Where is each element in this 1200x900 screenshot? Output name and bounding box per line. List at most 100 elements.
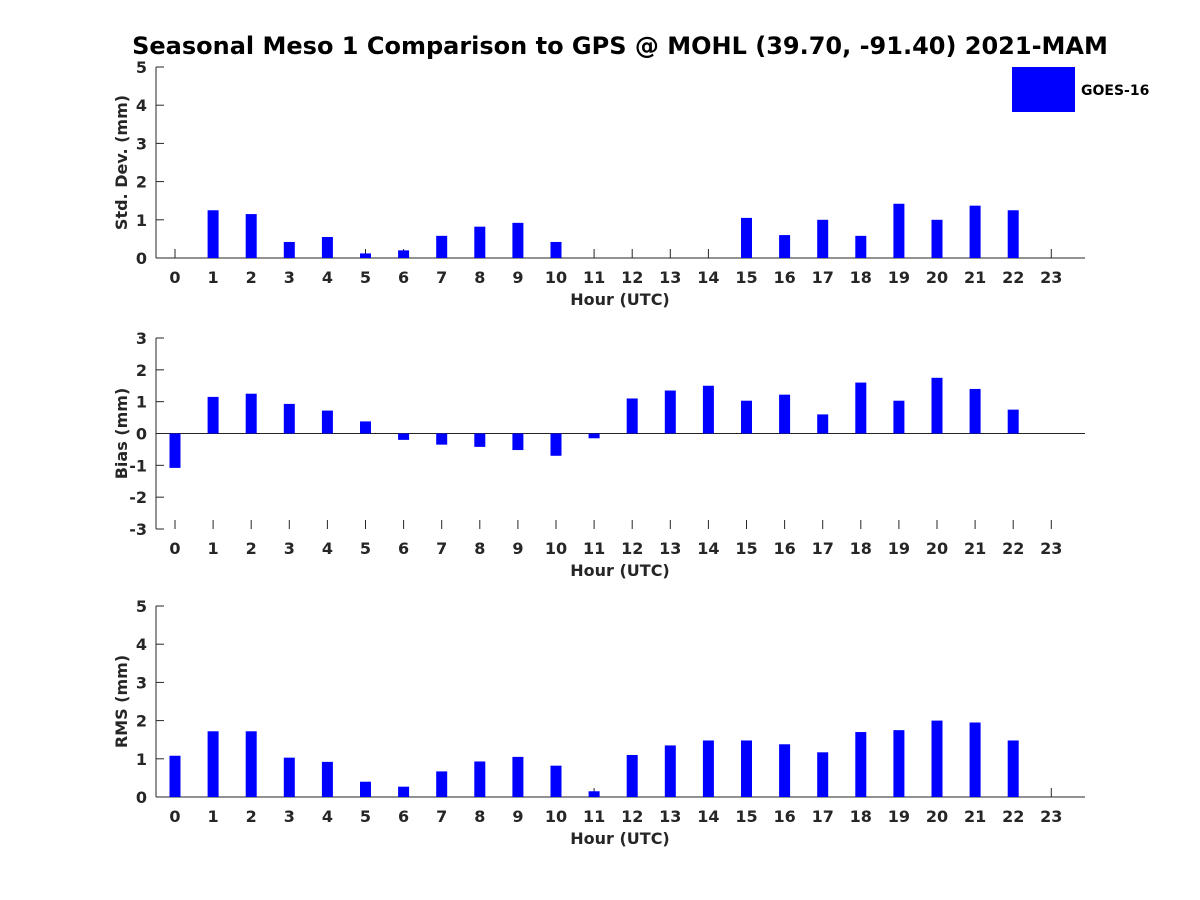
rms-bar-hour-20 bbox=[931, 720, 943, 797]
std-dev-bar-hour-9 bbox=[512, 222, 524, 258]
bias-bar-hour-16 bbox=[779, 394, 791, 434]
rms-x-tick-label: 3 bbox=[284, 807, 295, 826]
bias-y-tick-label: -1 bbox=[129, 456, 147, 475]
bias-x-tick-label: 16 bbox=[773, 539, 795, 558]
rms-bar-hour-1 bbox=[207, 731, 219, 797]
rms-bar-hour-3 bbox=[283, 757, 295, 797]
bias-y-tick-label: -2 bbox=[129, 488, 147, 507]
std-dev-y-tick-label: 1 bbox=[136, 211, 147, 230]
rms-x-tick-label: 9 bbox=[512, 807, 523, 826]
std-dev-bar-hour-18 bbox=[855, 235, 867, 258]
rms-x-tick-label: 7 bbox=[436, 807, 447, 826]
std-dev-x-tick-label: 10 bbox=[545, 268, 567, 287]
bias-x-tick-label: 2 bbox=[246, 539, 257, 558]
rms-bar-hour-19 bbox=[893, 730, 905, 797]
bias-y-tick-label: -3 bbox=[129, 520, 147, 539]
rms-bar-hour-22 bbox=[1007, 740, 1019, 797]
bias-bar-hour-6 bbox=[398, 433, 410, 440]
rms-bar-hour-4 bbox=[321, 761, 333, 797]
rms-x-label: Hour (UTC) bbox=[570, 829, 670, 848]
bias-x-tick-label: 5 bbox=[360, 539, 371, 558]
std-dev-bar-hour-16 bbox=[779, 235, 791, 258]
std-dev-x-label: Hour (UTC) bbox=[570, 290, 670, 309]
std-dev-x-tick-label: 18 bbox=[850, 268, 872, 287]
rms-x-tick-label: 23 bbox=[1040, 807, 1062, 826]
bias-x-tick-label: 21 bbox=[964, 539, 986, 558]
rms-y-tick-label: 1 bbox=[136, 750, 147, 769]
std-dev-x-tick-label: 7 bbox=[436, 268, 447, 287]
rms-x-tick-label: 0 bbox=[169, 807, 180, 826]
bias-bar-hour-12 bbox=[626, 398, 638, 434]
legend-label: GOES-16 bbox=[1081, 83, 1149, 99]
rms-x-tick-label: 16 bbox=[773, 807, 795, 826]
std-dev-x-tick-label: 23 bbox=[1040, 268, 1062, 287]
rms-bar-hour-5 bbox=[360, 781, 371, 797]
rms-x-tick-label: 20 bbox=[926, 807, 948, 826]
std-dev-bar-hour-1 bbox=[207, 210, 219, 258]
bias-bar-hour-10 bbox=[550, 433, 562, 456]
std-dev-bar-hour-15 bbox=[741, 217, 752, 258]
bias-x-tick-label: 15 bbox=[735, 539, 757, 558]
rms-bar-hour-9 bbox=[512, 756, 524, 797]
bias-bar-hour-0 bbox=[169, 433, 181, 468]
rms-x-tick-label: 15 bbox=[735, 807, 757, 826]
std-dev-bar-hour-2 bbox=[245, 214, 257, 258]
rms-bar-hour-6 bbox=[398, 786, 410, 797]
std-dev-x-tick-label: 22 bbox=[1002, 268, 1024, 287]
bias-bar-hour-4 bbox=[321, 410, 333, 434]
std-dev-bar-hour-4 bbox=[321, 236, 333, 258]
bias-bar-hour-20 bbox=[931, 377, 943, 434]
rms-bar-hour-14 bbox=[702, 740, 714, 797]
std-dev-bar-hour-20 bbox=[931, 219, 943, 258]
bias-y-tick-label: 0 bbox=[136, 425, 147, 444]
std-dev-x-tick-label: 0 bbox=[169, 268, 180, 287]
std-dev-x-tick-label: 2 bbox=[246, 268, 257, 287]
std-dev-bar-hour-19 bbox=[893, 203, 905, 258]
bias-x-tick-label: 10 bbox=[545, 539, 567, 558]
rms-x-tick-label: 4 bbox=[322, 807, 333, 826]
rms-bar-hour-16 bbox=[779, 744, 791, 797]
bias-bar-hour-19 bbox=[893, 400, 905, 434]
rms-y-tick-label: 4 bbox=[136, 635, 147, 654]
bias-x-tick-label: 17 bbox=[812, 539, 834, 558]
bias-bar-hour-2 bbox=[245, 393, 257, 434]
std-dev-x-tick-label: 5 bbox=[360, 268, 371, 287]
std-dev-y-tick-label: 2 bbox=[136, 173, 147, 192]
std-dev-x-tick-label: 14 bbox=[697, 268, 719, 287]
bias-x-tick-label: 7 bbox=[436, 539, 447, 558]
rms-y-tick-label: 3 bbox=[136, 673, 147, 692]
rms-bar-hour-13 bbox=[664, 745, 676, 797]
rms-bar-hour-18 bbox=[855, 732, 867, 797]
std-dev-y-tick-label: 5 bbox=[136, 58, 147, 77]
rms-x-tick-label: 19 bbox=[888, 807, 910, 826]
bias-x-tick-label: 3 bbox=[284, 539, 295, 558]
rms-bar-hour-11 bbox=[588, 791, 600, 797]
rms-x-tick-label: 17 bbox=[812, 807, 834, 826]
std-dev-x-tick-label: 9 bbox=[512, 268, 523, 287]
bias-x-tick-label: 4 bbox=[322, 539, 333, 558]
bias-bar-hour-21 bbox=[969, 388, 981, 434]
rms-y-label: RMS (mm) bbox=[112, 655, 131, 748]
std-dev-x-tick-label: 1 bbox=[208, 268, 219, 287]
std-dev-x-tick-label: 3 bbox=[284, 268, 295, 287]
rms-y-tick-label: 5 bbox=[136, 597, 147, 616]
rms-x-tick-label: 22 bbox=[1002, 807, 1024, 826]
bias-bar-hour-9 bbox=[512, 433, 524, 451]
std-dev-bar-hour-8 bbox=[474, 226, 486, 258]
legend-swatch bbox=[1012, 67, 1075, 112]
bias-y-label: Bias (mm) bbox=[112, 388, 131, 480]
rms-x-tick-label: 6 bbox=[398, 807, 409, 826]
bias-x-tick-label: 22 bbox=[1002, 539, 1024, 558]
std-dev-bar-hour-3 bbox=[283, 241, 295, 258]
rms-bar-hour-7 bbox=[436, 771, 448, 797]
std-dev-x-tick-label: 11 bbox=[583, 268, 605, 287]
rms-bar-hour-21 bbox=[969, 722, 981, 797]
rms-bar-hour-0 bbox=[169, 755, 181, 797]
bias-y-tick-label: 1 bbox=[136, 393, 147, 412]
std-dev-bar-hour-22 bbox=[1007, 210, 1019, 258]
rms-x-tick-label: 13 bbox=[659, 807, 681, 826]
std-dev-bar-hour-6 bbox=[398, 250, 410, 258]
bias-bar-hour-8 bbox=[474, 433, 486, 447]
